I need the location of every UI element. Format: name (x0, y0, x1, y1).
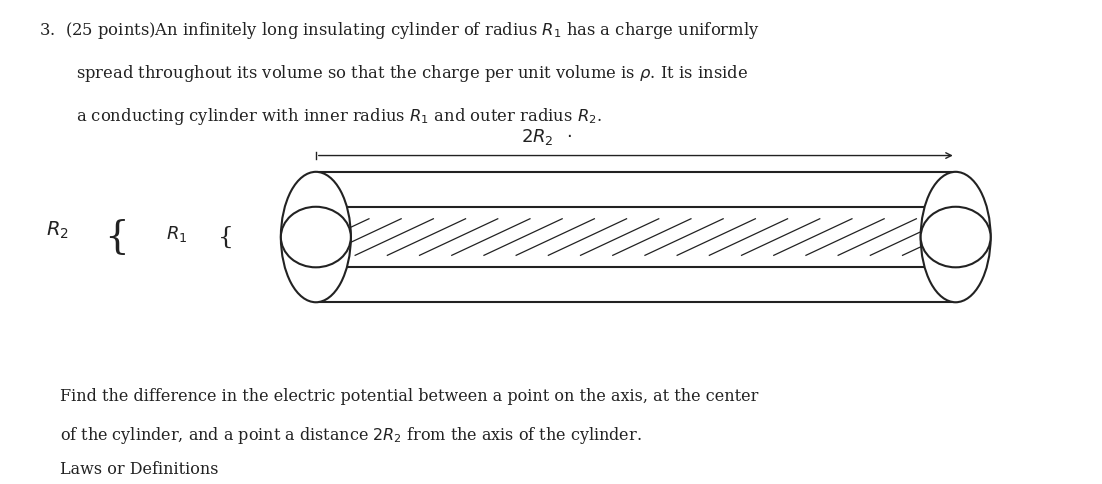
Ellipse shape (920, 172, 991, 302)
Text: Laws or Definitions: Laws or Definitions (60, 461, 218, 478)
Text: {: { (218, 226, 234, 249)
Text: $R_1$: $R_1$ (166, 224, 187, 244)
Text: spread throughout its volume so that the charge per unit volume is $\rho$. It is: spread throughout its volume so that the… (76, 63, 748, 84)
Ellipse shape (281, 172, 350, 302)
Text: of the cylinder, and a point a distance $2R_2$ from the axis of the cylinder.: of the cylinder, and a point a distance … (60, 425, 641, 446)
Text: $2R_2$  $\cdot$: $2R_2$ $\cdot$ (520, 127, 571, 147)
Text: Find the difference in the electric potential between a point on the axis, at th: Find the difference in the electric pote… (60, 388, 758, 406)
Text: 3.  (25 points)An infinitely long insulating cylinder of radius $R_1$ has a char: 3. (25 points)An infinitely long insulat… (40, 20, 759, 42)
Text: {: { (105, 219, 129, 256)
Ellipse shape (920, 207, 991, 267)
Text: a conducting cylinder with inner radius $R_1$ and outer radius $R_2$.: a conducting cylinder with inner radius … (76, 106, 602, 127)
Ellipse shape (281, 207, 350, 267)
Text: $R_2$: $R_2$ (45, 220, 68, 241)
